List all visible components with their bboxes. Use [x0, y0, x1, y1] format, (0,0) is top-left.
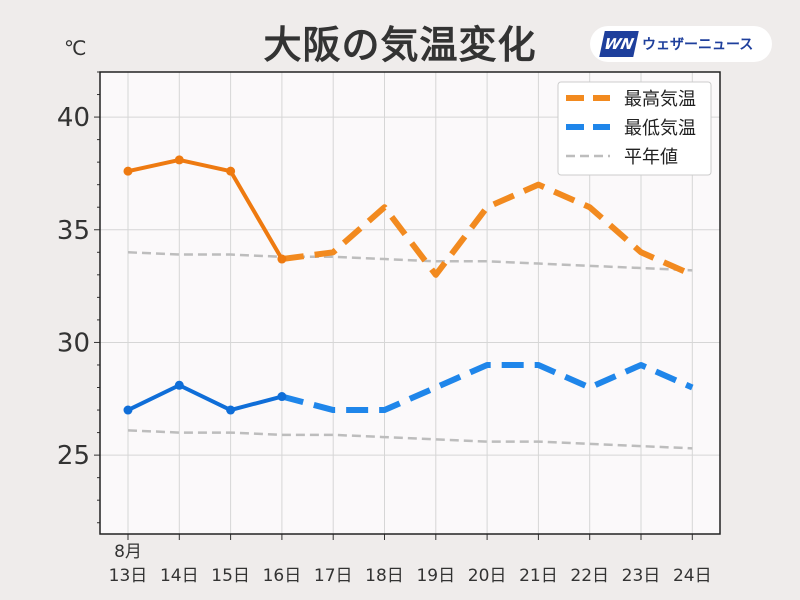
legend-label: 平年値: [624, 147, 678, 168]
high-observed-point: [123, 166, 133, 176]
y-tick-label: 40: [57, 103, 90, 133]
legend-label: 最低気温: [624, 118, 696, 139]
low-observed-point: [123, 405, 133, 415]
y-tick-label: 35: [57, 216, 90, 246]
weathernews-logo: WN ウェザーニュース: [590, 26, 772, 62]
high-forecast-line: [281, 181, 694, 278]
plot-frame: [99, 71, 721, 535]
x-tick-label: 20日: [468, 566, 507, 586]
x-tick-label: 22日: [570, 566, 609, 586]
x-tick-label: 19日: [416, 566, 455, 586]
low-forecast-line: [281, 361, 694, 414]
x-tick-label: 24日: [673, 566, 712, 586]
x-tick-label: 15日: [211, 566, 250, 586]
x-tick-label: 23日: [622, 566, 661, 586]
high-observed-point: [174, 155, 184, 165]
high-observed-point: [277, 254, 287, 264]
low-observed-point: [277, 392, 287, 402]
legend-label: 最高気温: [624, 89, 696, 110]
x-tick-label: 13日: [109, 566, 148, 586]
low-observed-point: [226, 405, 236, 415]
x-tick-label: 14日: [160, 566, 199, 586]
normal-low-line: [127, 429, 693, 450]
chart-title: 大阪の気温変化: [263, 23, 537, 67]
y-tick-label: 25: [57, 441, 90, 471]
x-tick-label: 17日: [314, 566, 353, 586]
y-axis-unit: ℃: [64, 36, 87, 60]
low-observed-line: [127, 383, 283, 413]
x-tick-label: 21日: [519, 566, 558, 586]
high-observed-point: [226, 166, 236, 176]
legend-box: [557, 81, 712, 176]
x-month-label: 8月: [114, 542, 142, 562]
weathernews-logo-text: ウェザーニュース: [642, 37, 754, 53]
normal-high-line: [127, 251, 693, 272]
low-observed-point: [174, 380, 184, 390]
high-observed-line: [127, 157, 284, 261]
x-tick-label: 16日: [263, 566, 302, 586]
y-tick-label: 30: [57, 328, 90, 358]
x-tick-label: 18日: [365, 566, 404, 586]
